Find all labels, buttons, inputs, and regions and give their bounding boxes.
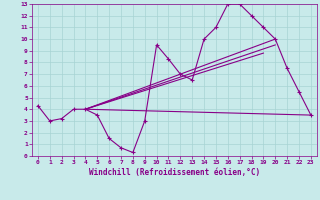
X-axis label: Windchill (Refroidissement éolien,°C): Windchill (Refroidissement éolien,°C)	[89, 168, 260, 177]
